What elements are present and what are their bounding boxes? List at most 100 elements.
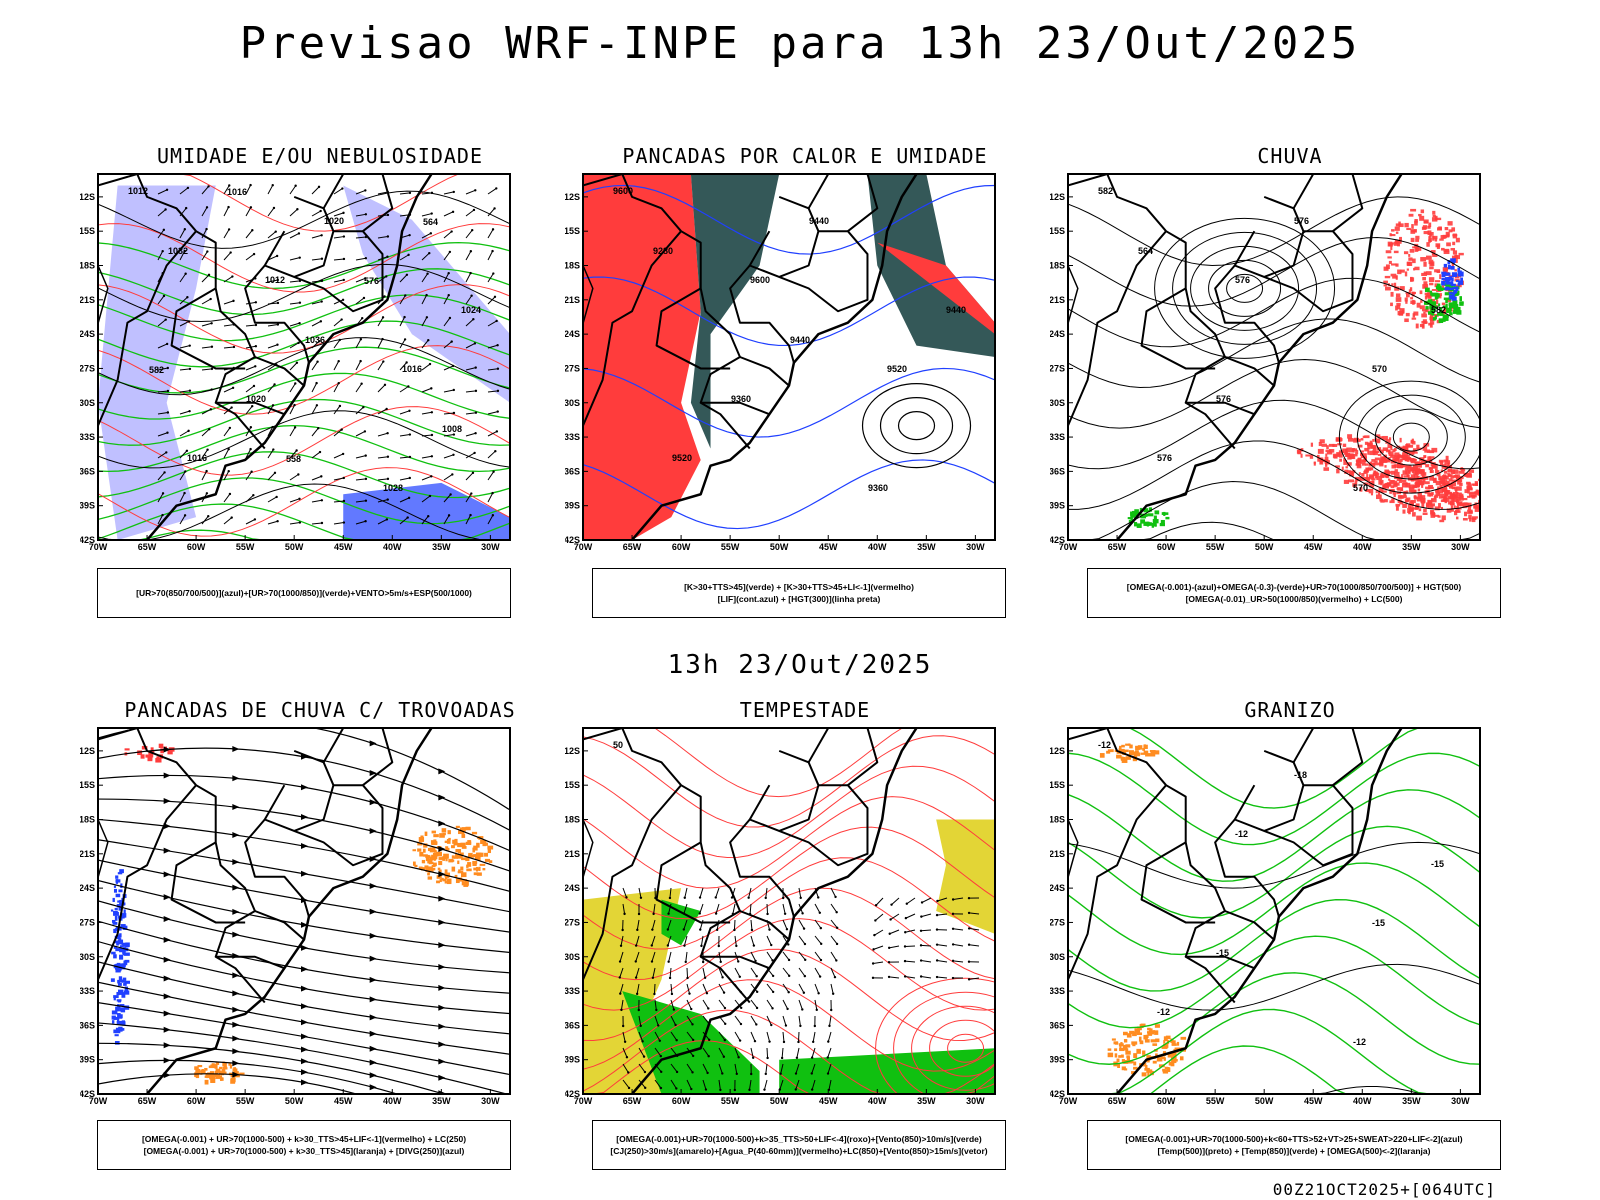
lat-tick-label: 42S	[1050, 535, 1065, 545]
contour-label: 582	[149, 365, 164, 375]
contour-label: 570	[1353, 483, 1368, 493]
lat-tick-label: 24S	[565, 329, 580, 339]
panel-title: PANCADAS DE CHUVA C/ TROVOADAS	[124, 698, 516, 722]
contour-label: 582	[1431, 305, 1446, 315]
lat-tick-label: 12S	[565, 746, 580, 756]
lon-tick-label: 35W	[432, 542, 451, 552]
contour-label: -15	[1216, 948, 1229, 958]
contour-label: 9600	[750, 275, 770, 285]
lat-tick-label: 30S	[1050, 398, 1065, 408]
lon-tick-label: 40W	[383, 1096, 402, 1106]
map-frame	[97, 173, 511, 541]
contour-label: 576	[364, 276, 379, 286]
panel-title: GRANIZO	[1244, 698, 1336, 722]
legend-line: [LIF](cont.azul) + [HGT(300)](linha pret…	[717, 594, 881, 604]
map-frame	[1067, 727, 1481, 1095]
lat-tick-label: 18S	[565, 815, 580, 825]
lat-tick-label: 21S	[565, 849, 580, 859]
lon-tick-label: 50W	[285, 1096, 304, 1106]
lon-tick-label: 45W	[819, 542, 838, 552]
map-fields	[1068, 196, 1480, 540]
main-title: Previsao WRF-INPE para 13h 23/Out/2025	[239, 18, 1361, 69]
contour-label: 582	[1098, 186, 1113, 196]
lon-tick-label: 45W	[1304, 1096, 1323, 1106]
lat-tick-label: 18S	[1050, 815, 1065, 825]
lat-tick-label: 21S	[1050, 849, 1065, 859]
model-run-info: 00Z21OCT2025+[064UTC]	[1272, 1180, 1496, 1199]
lon-tick-label: 45W	[819, 1096, 838, 1106]
lat-tick-label: 39S	[565, 1055, 580, 1065]
lat-tick-label: 24S	[1050, 329, 1065, 339]
lon-tick-label: 50W	[1255, 1096, 1274, 1106]
contour-label: 1016	[402, 364, 422, 374]
legend-pancadas-trovoadas: [OMEGA(-0.001) + UR>70(1000-500) + k>30_…	[97, 1120, 511, 1170]
lon-tick-label: 60W	[1157, 542, 1176, 552]
map-frame	[582, 173, 996, 541]
lon-tick-label: 55W	[1206, 542, 1225, 552]
contour-label: -12	[1098, 740, 1111, 750]
lat-tick-label: 18S	[80, 261, 95, 271]
map-plot: 582 576 570 576 576 582 576 570 564 12S 15S 18S 21S 2…	[1050, 173, 1481, 552]
lat-tick-label: 21S	[565, 295, 580, 305]
lat-tick-label: 39S	[1050, 1055, 1065, 1065]
lon-tick-label: 65W	[1108, 1096, 1127, 1106]
lon-tick-label: 50W	[770, 1096, 789, 1106]
lon-tick-label: 60W	[672, 1096, 691, 1106]
lon-tick-label: 70W	[574, 542, 593, 552]
lat-tick-label: 33S	[80, 986, 95, 996]
lon-tick-label: 55W	[721, 1096, 740, 1106]
lat-tick-label: 33S	[1050, 432, 1065, 442]
lat-tick-label: 36S	[1050, 1020, 1065, 1030]
lon-tick-label: 65W	[138, 542, 157, 552]
lon-tick-label: 50W	[770, 542, 789, 552]
lon-tick-label: 50W	[1255, 542, 1274, 552]
lat-tick-label: 24S	[565, 883, 580, 893]
lat-tick-label: 39S	[1050, 501, 1065, 511]
lat-tick-label: 36S	[565, 1020, 580, 1030]
lat-tick-label: 27S	[1050, 917, 1065, 927]
lon-tick-label: 40W	[868, 1096, 887, 1106]
lat-tick-label: 21S	[1050, 295, 1065, 305]
lon-tick-label: 40W	[868, 542, 887, 552]
lon-tick-label: 70W	[1059, 1096, 1078, 1106]
lat-tick-label: 21S	[80, 849, 95, 859]
contour-label: 564	[423, 217, 438, 227]
lon-tick-label: 55W	[1206, 1096, 1225, 1106]
legend-umidade: [UR>70(850/700/500)](azul)+[UR>70(1000/8…	[97, 568, 511, 618]
lon-tick-label: 60W	[1157, 1096, 1176, 1106]
contour-label: 1016	[227, 187, 247, 197]
panel-umidade: UMIDADE E/OU NEBULOSIDADE 1012 1012 1016 10…	[80, 144, 560, 624]
map-plot: 9600960095209520944094409360936092809440…	[565, 173, 996, 552]
map-plot: -12 -12 -15 -12 -18 -15 -15 -12 12S 15S 18S 21S 24S 2…	[1050, 727, 1481, 1106]
lat-tick-label: 42S	[565, 535, 580, 545]
lon-tick-label: 35W	[1402, 1096, 1421, 1106]
lat-tick-label: 30S	[565, 398, 580, 408]
lon-tick-label: 30W	[966, 1096, 985, 1106]
legend-granizo: [OMEGA(-0.001)+UR>70(1000-500)+k<60+TTS>…	[1087, 1120, 1501, 1170]
lat-tick-label: 18S	[80, 815, 95, 825]
legend-chuva: [OMEGA(-0.001)-(azul)+OMEGA(-0.3)-(verde…	[1087, 568, 1501, 618]
contour-label: 9360	[868, 483, 888, 493]
lon-tick-label: 55W	[236, 542, 255, 552]
lat-tick-label: 30S	[565, 952, 580, 962]
lat-tick-label: 24S	[80, 883, 95, 893]
lat-tick-label: 36S	[80, 1020, 95, 1030]
contour-label: 1012	[128, 186, 148, 196]
lat-tick-label: 12S	[1050, 746, 1065, 756]
lat-tick-label: 12S	[1050, 192, 1065, 202]
contour-label: -18	[1294, 770, 1307, 780]
lon-tick-label: 65W	[1108, 542, 1127, 552]
map-fields	[583, 174, 995, 540]
map-plot: 1012101210161016102010241020102810321036…	[80, 173, 511, 552]
lon-tick-label: 60W	[672, 542, 691, 552]
lat-tick-label: 27S	[565, 363, 580, 373]
lon-tick-label: 30W	[1451, 1096, 1470, 1106]
lon-tick-label: 70W	[574, 1096, 593, 1106]
panel-granizo: GRANIZO -12 -12 -15 -12 -18 -15 -15 -12 12S 15S 18…	[1050, 698, 1530, 1178]
lon-tick-label: 55W	[236, 1096, 255, 1106]
lat-tick-label: 30S	[80, 398, 95, 408]
lat-tick-label: 42S	[1050, 1089, 1065, 1099]
contour-label: 1016	[187, 453, 207, 463]
contour-label: 576	[1235, 275, 1250, 285]
